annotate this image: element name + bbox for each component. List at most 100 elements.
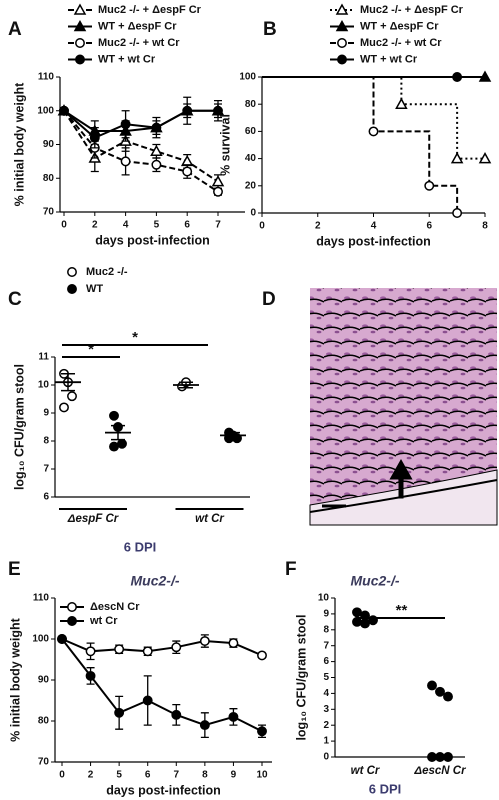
marker — [213, 105, 223, 116]
x-tick-label: ΔescN Cr — [413, 765, 466, 777]
y-tick-label: 6 — [323, 656, 329, 667]
x-tick-label: 7 — [174, 770, 180, 781]
error-bar — [111, 424, 125, 441]
marker — [450, 152, 464, 164]
y-tick-label: 80 — [245, 99, 257, 110]
marker — [59, 105, 69, 116]
marker — [67, 391, 77, 402]
y-tick-label: 110 — [33, 593, 50, 604]
marker — [435, 752, 445, 762]
y-tick-label: 3 — [323, 704, 329, 715]
x-tick-label: 7 — [215, 220, 221, 231]
legend-label: WT — [86, 283, 103, 295]
subtitle: 6 DPI — [124, 539, 157, 554]
marker — [427, 680, 437, 691]
y-tick-label: 100 — [32, 634, 49, 645]
marker — [228, 638, 239, 649]
legend-marker — [73, 19, 87, 32]
series-line — [63, 109, 218, 139]
significance-label: * — [88, 341, 94, 358]
panel-label: E — [8, 559, 21, 580]
marker — [443, 691, 453, 702]
series-line — [63, 110, 219, 183]
legend-marker — [75, 38, 85, 48]
x-tick-label: 0 — [259, 221, 265, 232]
marker — [443, 752, 453, 762]
x-tick-label: 9 — [231, 770, 237, 781]
x-tick-label: 4 — [123, 220, 129, 231]
marker — [478, 152, 492, 164]
marker — [109, 410, 119, 421]
y-axis-label: % survival — [218, 114, 232, 176]
x-tick-label: 0 — [61, 220, 67, 231]
histology-image — [309, 288, 498, 526]
legend-label: WT + ΔespF Cr — [98, 20, 177, 32]
marker — [368, 126, 379, 137]
y-tick-label: 100 — [239, 72, 256, 83]
x-tick-label: wt Cr — [351, 765, 380, 777]
marker — [360, 618, 370, 629]
panel-label: D — [262, 289, 276, 310]
x-tick-label: 8 — [482, 221, 488, 232]
y-axis-label: log₁₀ CFU/gram stool — [294, 614, 308, 740]
y-axis-label: log₁₀ CFU/gram stool — [12, 364, 26, 490]
x-tick-label: 6 — [426, 221, 432, 232]
y-tick-label: 9 — [43, 408, 49, 419]
legend-label: WT + ΔespF Cr — [360, 20, 439, 32]
marker — [199, 720, 210, 731]
panel-label: A — [8, 19, 22, 40]
significance-label: * — [132, 329, 138, 346]
x-tick-label: 2 — [88, 770, 94, 781]
x-tick-label: wt Cr — [195, 513, 224, 525]
legend-marker — [67, 616, 77, 626]
series-line — [63, 110, 219, 193]
legend-marker — [67, 267, 77, 277]
marker — [395, 97, 408, 109]
legend-label: Muc2 -/- + ΔespF Cr — [360, 4, 464, 16]
marker — [257, 726, 267, 737]
x-tick-label: 2 — [315, 221, 321, 232]
marker — [435, 686, 445, 697]
y-tick-label: 8 — [43, 436, 49, 447]
x-axis-label: days post-infection — [95, 233, 210, 247]
marker — [85, 670, 96, 681]
marker — [171, 709, 182, 720]
legend-marker — [75, 54, 85, 65]
marker — [452, 208, 463, 218]
marker — [478, 70, 492, 82]
legend-marker — [67, 284, 77, 294]
marker — [59, 402, 69, 413]
panel-label: B — [263, 19, 277, 40]
y-tick-label: 90 — [43, 139, 55, 150]
marker — [452, 72, 463, 82]
y-tick-label: 10 — [38, 380, 50, 391]
marker — [142, 695, 153, 706]
marker — [117, 438, 127, 449]
legend-label: Muc2 -/- + wt Cr — [360, 37, 442, 49]
y-tick-label: 90 — [38, 675, 50, 686]
significance-label: ** — [396, 602, 408, 619]
x-tick-label: 6 — [145, 770, 151, 781]
marker — [424, 180, 435, 191]
y-tick-label: 6 — [43, 492, 49, 503]
legend-label: Muc2 -/- + wt Cr — [98, 37, 180, 49]
x-tick-label: 8 — [202, 770, 208, 781]
marker — [151, 159, 162, 170]
y-tick-label: 2 — [323, 720, 329, 731]
y-tick-label: 7 — [43, 464, 49, 475]
marker — [114, 707, 125, 718]
marker — [257, 650, 267, 661]
y-tick-label: 9 — [323, 609, 329, 620]
marker — [120, 119, 131, 130]
marker — [182, 105, 193, 116]
legend-marker — [335, 19, 349, 32]
marker — [151, 122, 162, 133]
y-tick-label: 4 — [323, 688, 329, 699]
x-tick-label: 4 — [371, 221, 377, 232]
y-tick-label: 80 — [38, 716, 50, 727]
legend-marker — [337, 38, 347, 48]
survival-line — [262, 76, 485, 160]
y-tick-label: 7 — [323, 640, 329, 651]
